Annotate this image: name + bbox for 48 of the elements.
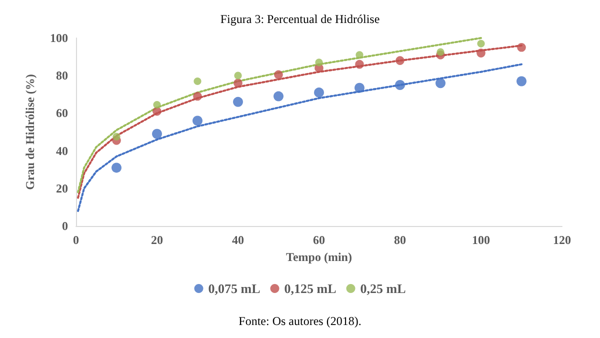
x-tick-label: 60: [313, 233, 325, 247]
point: [436, 48, 444, 56]
point: [152, 106, 162, 116]
y-tick-label: 0: [62, 219, 68, 233]
point: [356, 51, 364, 59]
point: [274, 91, 284, 102]
y-tick-label: 20: [56, 181, 68, 196]
legend-label: 0,25 mL: [360, 281, 406, 296]
chart-title: Figura 3: Percentual de Hidrólise: [220, 12, 380, 26]
x-tick-label: 80: [394, 233, 406, 247]
point: [476, 48, 486, 58]
point: [274, 70, 283, 80]
line-series: [77, 63, 522, 212]
point: [396, 56, 404, 65]
point: [355, 60, 364, 69]
point: [112, 162, 122, 173]
point: [233, 96, 243, 107]
y-tick-label: 100: [50, 31, 68, 45]
x-tick-label: 40: [232, 233, 244, 247]
point: [192, 116, 202, 126]
x-tick-label: 120: [553, 233, 571, 247]
x-tick-label: 20: [151, 233, 163, 247]
point: [395, 80, 405, 90]
y-tick-label: 60: [56, 106, 68, 120]
point: [517, 43, 526, 52]
y-tick-label: 40: [56, 144, 68, 158]
source-note: Fonte: Os autores (2018).: [238, 314, 362, 328]
point: [112, 132, 120, 140]
point: [477, 40, 485, 48]
point: [354, 82, 364, 93]
line-series: [77, 37, 482, 194]
point: [152, 128, 162, 139]
point: [314, 88, 324, 98]
point: [234, 78, 242, 88]
legend-label: 0,125 mL: [284, 281, 337, 296]
legend-label: 0,075 mL: [208, 281, 261, 296]
x-tick-label: 100: [472, 233, 490, 247]
point: [315, 58, 323, 66]
y-axis-title: Grau de Hidrólise (%): [23, 74, 37, 190]
x-axis-title: Tempo (min): [286, 250, 352, 264]
point: [194, 77, 202, 86]
point: [436, 78, 446, 88]
x-tick-label: 0: [73, 233, 79, 247]
y-tick-label: 80: [56, 68, 68, 83]
point: [516, 76, 526, 86]
point: [234, 72, 242, 80]
point: [193, 92, 202, 101]
point: [153, 100, 161, 109]
